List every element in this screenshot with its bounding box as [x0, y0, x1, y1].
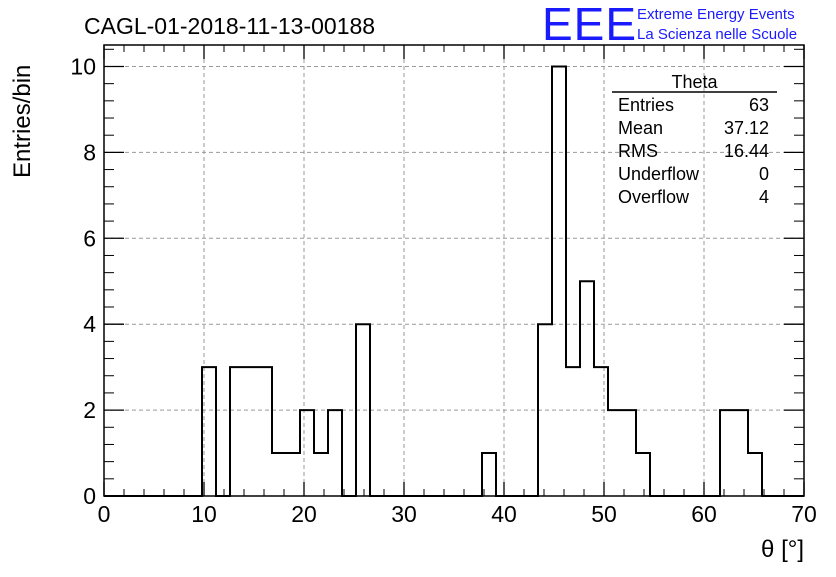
histogram-bin [258, 367, 272, 496]
stats-value: 16.44 [724, 141, 769, 161]
histogram-bin [286, 453, 300, 496]
stats-box: Theta Entries 63 Mean 37.12 RMS 16.44 Underflow… [612, 72, 777, 207]
stats-label: Entries [618, 95, 674, 115]
histogram-bin [734, 410, 748, 496]
y-axis-label: Entries/bin [9, 65, 36, 178]
x-tick-label: 20 [291, 501, 317, 527]
histogram-bin [594, 367, 608, 496]
y-tick-label: 4 [83, 311, 96, 337]
axis-ticks [103, 45, 805, 497]
grid-lines [104, 45, 804, 496]
y-tick-label: 8 [83, 139, 96, 165]
x-tick-label: 40 [491, 501, 517, 527]
stats-value: 37.12 [724, 118, 769, 138]
histogram-bin [300, 410, 314, 496]
stats-label: Mean [618, 118, 663, 138]
y-tick-label: 0 [83, 483, 96, 509]
logo-line-2: La Scienza nelle Scuole [637, 26, 797, 43]
histogram-bin [636, 453, 650, 496]
histogram-bin [566, 367, 580, 496]
histogram-bin [244, 367, 258, 496]
x-tick-label: 0 [98, 501, 111, 527]
plot-frame [103, 44, 805, 497]
stats-value: 4 [759, 187, 769, 207]
histogram-bin [328, 410, 342, 496]
histogram-bin [230, 367, 244, 496]
histogram-bin [314, 453, 328, 496]
eee-logo: EEE Extreme Energy Events La Scienza nel… [542, 0, 797, 50]
stats-label: Underflow [618, 164, 700, 184]
chart-title: CAGL-01-2018-11-13-00188 [84, 13, 375, 39]
stats-value: 0 [759, 164, 769, 184]
x-axis-label: θ [°] [761, 536, 804, 563]
histogram-bin [580, 281, 594, 496]
y-tick-label: 10 [70, 53, 96, 79]
stats-title: Theta [671, 72, 718, 92]
histogram-bars [104, 65, 804, 497]
y-tick-label: 2 [83, 397, 96, 423]
histogram-bin [720, 410, 734, 496]
histogram-bin [608, 410, 622, 496]
stats-value: 63 [749, 95, 769, 115]
x-tick-label: 70 [791, 501, 817, 527]
histogram-bin [748, 453, 762, 496]
x-tick-label: 30 [391, 501, 417, 527]
histogram-bin [552, 66, 566, 496]
logo-line-1: Extreme Energy Events [637, 6, 795, 23]
x-tick-label: 50 [591, 501, 617, 527]
logo-mark: EEE [542, 0, 637, 50]
x-tick-label: 60 [691, 501, 717, 527]
stats-label: Overflow [618, 187, 690, 207]
y-tick-label: 6 [83, 225, 96, 251]
stats-label: RMS [618, 141, 658, 161]
histogram-outline [104, 65, 804, 497]
x-tick-label: 10 [191, 501, 217, 527]
histogram-bin [622, 410, 636, 496]
